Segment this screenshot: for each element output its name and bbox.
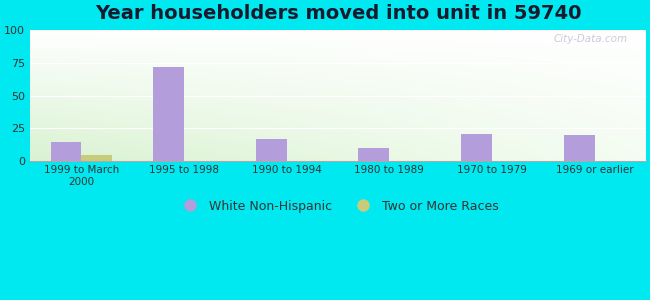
Bar [256, 139, 287, 161]
Legend: White Non-Hispanic, Two or More Races: White Non-Hispanic, Two or More Races [172, 195, 504, 218]
Bar [564, 135, 595, 161]
Bar [81, 155, 112, 161]
Title: Year householders moved into unit in 59740: Year householders moved into unit in 597… [95, 4, 581, 23]
Bar [358, 148, 389, 161]
Text: City-Data.com: City-Data.com [553, 34, 627, 44]
Bar [461, 134, 492, 161]
Bar [153, 67, 184, 161]
Bar [51, 142, 81, 161]
